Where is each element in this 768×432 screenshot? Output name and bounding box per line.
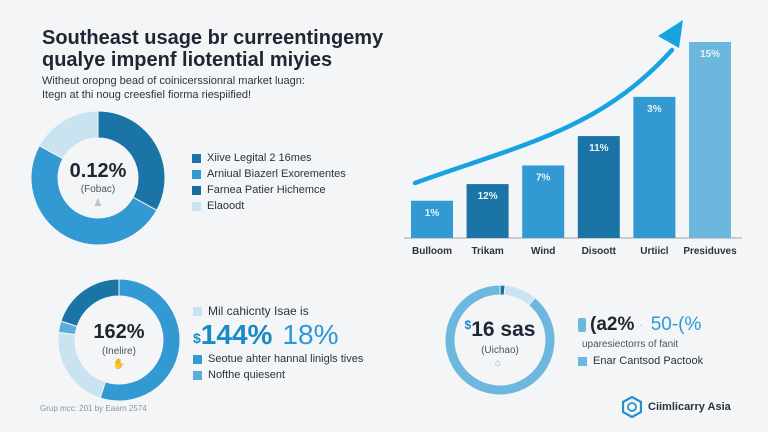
legend-swatch xyxy=(192,201,201,211)
stat-caption: uparesiectorrs of fanit xyxy=(582,339,679,350)
bar-bulloom xyxy=(411,200,453,238)
donut1-value: 0.12% xyxy=(69,160,127,182)
legend-swatch xyxy=(192,185,201,195)
bar-presiduves xyxy=(689,42,731,238)
subtitle-line-2: Itegn at thi noug creesfiel fiorma riesp… xyxy=(42,89,252,101)
document-icon xyxy=(578,318,586,332)
x-tick-label: Wind xyxy=(531,246,555,257)
legend-item: Nofthe quiesent xyxy=(193,367,363,383)
page-title: Southeast usage br curreentingemy qualye… xyxy=(42,27,402,71)
donut3-value-text: 16 sas xyxy=(471,318,536,341)
title-line-2: qualye impenf liotential miyies xyxy=(42,49,333,71)
stat-secondary: 50-(% xyxy=(650,314,702,335)
legend-swatch xyxy=(193,370,202,380)
donut1-sublabel: (Fobac) xyxy=(80,184,116,195)
bar-urtiicl xyxy=(633,96,676,238)
donut1-slice-2 xyxy=(38,110,99,160)
legend-label: Arniual Biazerl Exorementes xyxy=(207,168,346,180)
title-line-1: Southeast usage br curreentingemy xyxy=(42,27,384,49)
bar-trikam xyxy=(466,184,509,238)
donut2-value: 162% xyxy=(93,321,145,343)
bar-value-label: 11% xyxy=(589,143,609,154)
brand-logo: Ciimlicarry Asia xyxy=(622,396,731,418)
page-subtitle: Witheut oropng bead of coinicerssionral … xyxy=(42,74,402,102)
stat-row: (a2% · 50-(% xyxy=(578,313,703,337)
bar-value-label: 7% xyxy=(536,172,551,183)
x-tick-label: Presiduves xyxy=(683,246,737,257)
bar-value-label: 3% xyxy=(647,104,662,115)
trend-arrow-head-icon xyxy=(658,20,683,48)
currency-symbol: $ xyxy=(464,318,472,332)
donut-chart-3 xyxy=(444,284,556,396)
donut2-slice-3 xyxy=(60,278,120,328)
legend-label: Mil cahicnty Isae is xyxy=(208,304,309,318)
x-tick-label: Urtiicl xyxy=(640,246,669,257)
big-stat-secondary: 18% xyxy=(282,319,339,350)
donut3-slice-1 xyxy=(503,284,536,307)
donut3-stats: (a2% · 50-(% uparesiectorrs of fanit Ena… xyxy=(578,313,703,369)
currency-symbol: $ xyxy=(193,330,201,346)
donut3-sublabel: (Uichao) xyxy=(481,345,519,356)
bar-wind xyxy=(522,165,565,238)
legend-label: Xiive Legital 2 16mes xyxy=(207,152,312,164)
x-tick-label: Trikam xyxy=(471,246,503,257)
trend-arrow-line xyxy=(412,47,675,186)
bar-disoott xyxy=(577,136,620,238)
bar-value-label: 1% xyxy=(425,208,440,219)
subtitle-line-1: Witheut oropng bead of coinicerssionral … xyxy=(42,75,305,87)
house-icon: ⌂ xyxy=(494,358,502,369)
donut2-slice-0 xyxy=(99,278,181,402)
donut-chart-1 xyxy=(30,110,166,246)
legend-item: Farnea Patier Hichemce xyxy=(192,182,346,198)
legend-item: Arniual Biazerl Exorementes xyxy=(192,166,346,182)
legend-swatch xyxy=(193,354,202,364)
donut2-legend: Mil cahicnty Isae is $ 144% 18% Seotue a… xyxy=(193,303,363,383)
bar-chart: 1% Bulloom 12% Trikam 7% Wind 11% Disoott 3% Urti… xyxy=(404,20,742,257)
big-stat-value: 144% xyxy=(200,319,273,350)
dot-separator: · xyxy=(639,319,643,331)
donut1-slice-1 xyxy=(30,145,158,246)
legend-label: Elaoodt xyxy=(207,200,245,212)
legend-label: Nofthe quiesent xyxy=(208,369,286,381)
donut1-legend: Xiive Legital 2 16mes Arniual Biazerl Ex… xyxy=(192,150,346,214)
bar-value-label: 12% xyxy=(478,191,498,202)
person-icon: ♟ xyxy=(93,198,103,209)
legend-label: Farnea Patier Hichemce xyxy=(207,184,326,196)
legend-item: Elaoodt xyxy=(192,198,346,214)
hexagon-logo-icon xyxy=(622,396,642,418)
donut3-value: $16 sas xyxy=(450,318,550,342)
legend-item: Mil cahicnty Isae is xyxy=(193,303,363,319)
legend-swatch xyxy=(192,169,201,179)
donut-chart-2 xyxy=(57,278,181,402)
footer-credit: Grup mcc: 201 by Eaarn 2574 xyxy=(40,404,147,413)
big-stat: $ 144% 18% xyxy=(193,319,363,351)
bar-value-label: 15% xyxy=(700,49,720,60)
legend-swatch xyxy=(193,306,202,316)
legend-swatch xyxy=(192,153,201,163)
legend-item: Seotue ahter hannal linigls tives xyxy=(193,351,363,367)
hand-icon: ✋ xyxy=(112,359,126,370)
x-tick-label: Disoott xyxy=(582,246,617,257)
donut2-sublabel: (Inelire) xyxy=(102,346,136,357)
legend-swatch xyxy=(578,356,587,366)
brand-name: Ciimlicarry Asia xyxy=(648,401,731,413)
legend-label: Seotue ahter hannal linigls tives xyxy=(208,353,364,365)
legend-item: Xiive Legital 2 16mes xyxy=(192,150,346,166)
legend-label: Enar Cantsod Pactook xyxy=(593,355,704,367)
stat-primary: (a2% xyxy=(590,314,635,335)
donut3-slice-2 xyxy=(444,284,556,396)
legend-item: Enar Cantsod Pactook xyxy=(578,353,703,369)
x-tick-label: Bulloom xyxy=(412,246,452,257)
donut1-slice-0 xyxy=(97,110,166,211)
